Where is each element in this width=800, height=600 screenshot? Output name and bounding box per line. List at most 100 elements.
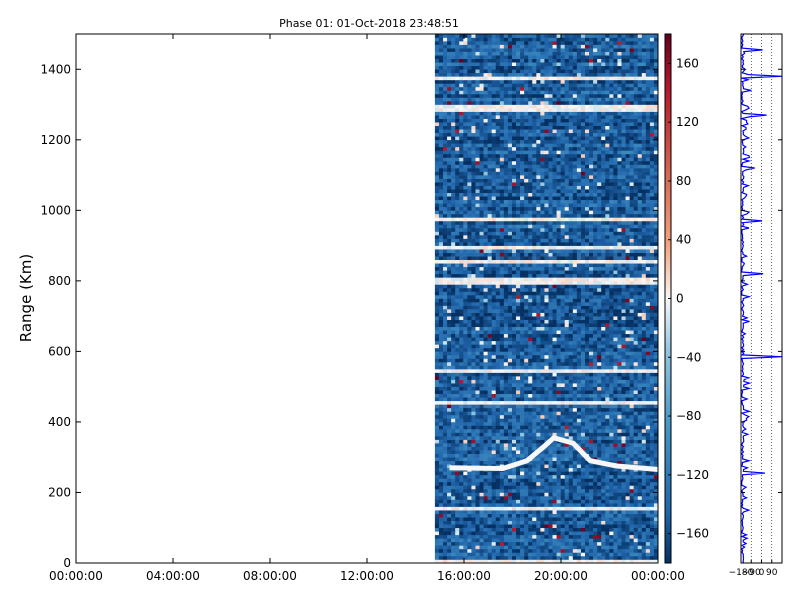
heatmap-cell [495, 513, 501, 518]
heatmap-cell [637, 302, 643, 306]
heatmap-cell [625, 323, 630, 328]
heatmap-cell [451, 245, 456, 250]
heatmap-cell [560, 390, 566, 395]
heatmap-cell [483, 548, 488, 553]
heatmap-cell [479, 552, 484, 557]
heatmap-cell [516, 548, 521, 553]
heatmap-cell [536, 369, 541, 373]
heatmap-cell [479, 287, 484, 292]
heatmap-cell [479, 513, 484, 518]
heatmap-cell [536, 555, 541, 560]
heatmap-cell [613, 390, 618, 395]
heatmap-cell [511, 559, 517, 564]
heatmap-cell [589, 464, 594, 469]
heatmap-cell [649, 397, 655, 402]
heatmap-cell [576, 439, 582, 444]
heatmap-cell [503, 393, 509, 398]
heatmap-cell [471, 256, 476, 261]
heatmap-cell [499, 503, 505, 507]
heatmap-cell [601, 302, 606, 306]
heatmap-cell [605, 365, 610, 370]
heatmap-cell [645, 548, 651, 553]
heatmap-cell [479, 361, 484, 366]
heatmap-cell [617, 481, 622, 486]
heatmap-cell [629, 291, 634, 296]
heatmap-cell [511, 280, 517, 285]
heatmap-cell [613, 337, 618, 342]
heatmap-cell [576, 249, 582, 253]
heatmap-cell [475, 527, 480, 532]
heatmap-cell [593, 520, 598, 525]
heatmap-cell [564, 312, 570, 317]
heatmap-cell [479, 439, 484, 444]
heatmap-cell [463, 379, 468, 384]
heatmap-cell [552, 471, 557, 476]
heatmap-cell [524, 372, 529, 377]
heatmap-cell [544, 249, 549, 253]
heatmap-cell [516, 316, 521, 320]
heatmap-cell [645, 457, 651, 462]
heatmap-cell [637, 263, 643, 268]
heatmap-cell [532, 270, 537, 275]
heatmap-cell [507, 524, 513, 529]
heatmap-cell [467, 280, 472, 285]
heatmap-cell [463, 330, 468, 335]
heatmap-cell [459, 460, 464, 465]
heatmap-cell [491, 284, 497, 289]
heatmap-cell [495, 369, 501, 373]
heatmap-cell [572, 365, 578, 370]
heatmap-cell [564, 273, 570, 278]
heatmap-cell [572, 531, 578, 536]
heatmap-cell [629, 538, 634, 543]
heatmap-cell [629, 446, 634, 451]
heatmap-cell [556, 407, 561, 412]
heatmap-cell [511, 495, 517, 500]
heatmap-cell [524, 436, 529, 440]
heatmap-cell [471, 344, 476, 349]
heatmap-cell [507, 326, 513, 331]
heatmap-cell [532, 538, 537, 543]
heatmap-cell [584, 344, 590, 349]
heatmap-cell [479, 312, 484, 317]
heatmap-cell [495, 284, 501, 289]
heatmap-cell [503, 249, 509, 253]
heatmap-cell [459, 270, 464, 275]
heatmap-cell [601, 548, 606, 553]
heatmap-cell [447, 337, 452, 342]
heatmap-cell [443, 252, 448, 257]
heatmap-cell [637, 510, 643, 514]
heatmap-cell [495, 273, 501, 278]
heatmap-cell [584, 323, 590, 328]
heatmap-cell [503, 386, 509, 391]
heatmap-cell [593, 344, 598, 349]
heatmap-cell [487, 478, 492, 483]
heatmap-cell [471, 457, 476, 462]
heatmap-cell [471, 347, 476, 352]
heatmap-cell [544, 510, 549, 514]
heatmap-cell [443, 354, 448, 359]
heatmap-cell [499, 443, 505, 447]
heatmap-cell [645, 513, 651, 518]
heatmap-cell [572, 520, 578, 525]
heatmap-cell [633, 337, 639, 342]
heatmap-cell [524, 513, 529, 518]
heatmap-cell [463, 510, 468, 514]
heatmap-cell [572, 404, 578, 409]
heatmap-cell [576, 513, 582, 518]
heatmap-cell [507, 397, 513, 402]
heatmap-cell [536, 538, 541, 543]
heatmap-cell [516, 277, 521, 282]
heatmap-cell [447, 365, 452, 370]
heatmap-cell [564, 510, 570, 514]
heatmap-cell [451, 552, 456, 557]
heatmap-cell [649, 270, 655, 275]
heatmap-cell [593, 358, 598, 363]
heatmap-cell [576, 524, 582, 529]
heatmap-cell [467, 365, 472, 370]
heatmap-cell [589, 527, 594, 532]
heatmap-cell [511, 524, 517, 529]
heatmap-cell [613, 517, 618, 521]
heatmap-cell [447, 425, 452, 430]
heatmap-cell [499, 453, 505, 458]
